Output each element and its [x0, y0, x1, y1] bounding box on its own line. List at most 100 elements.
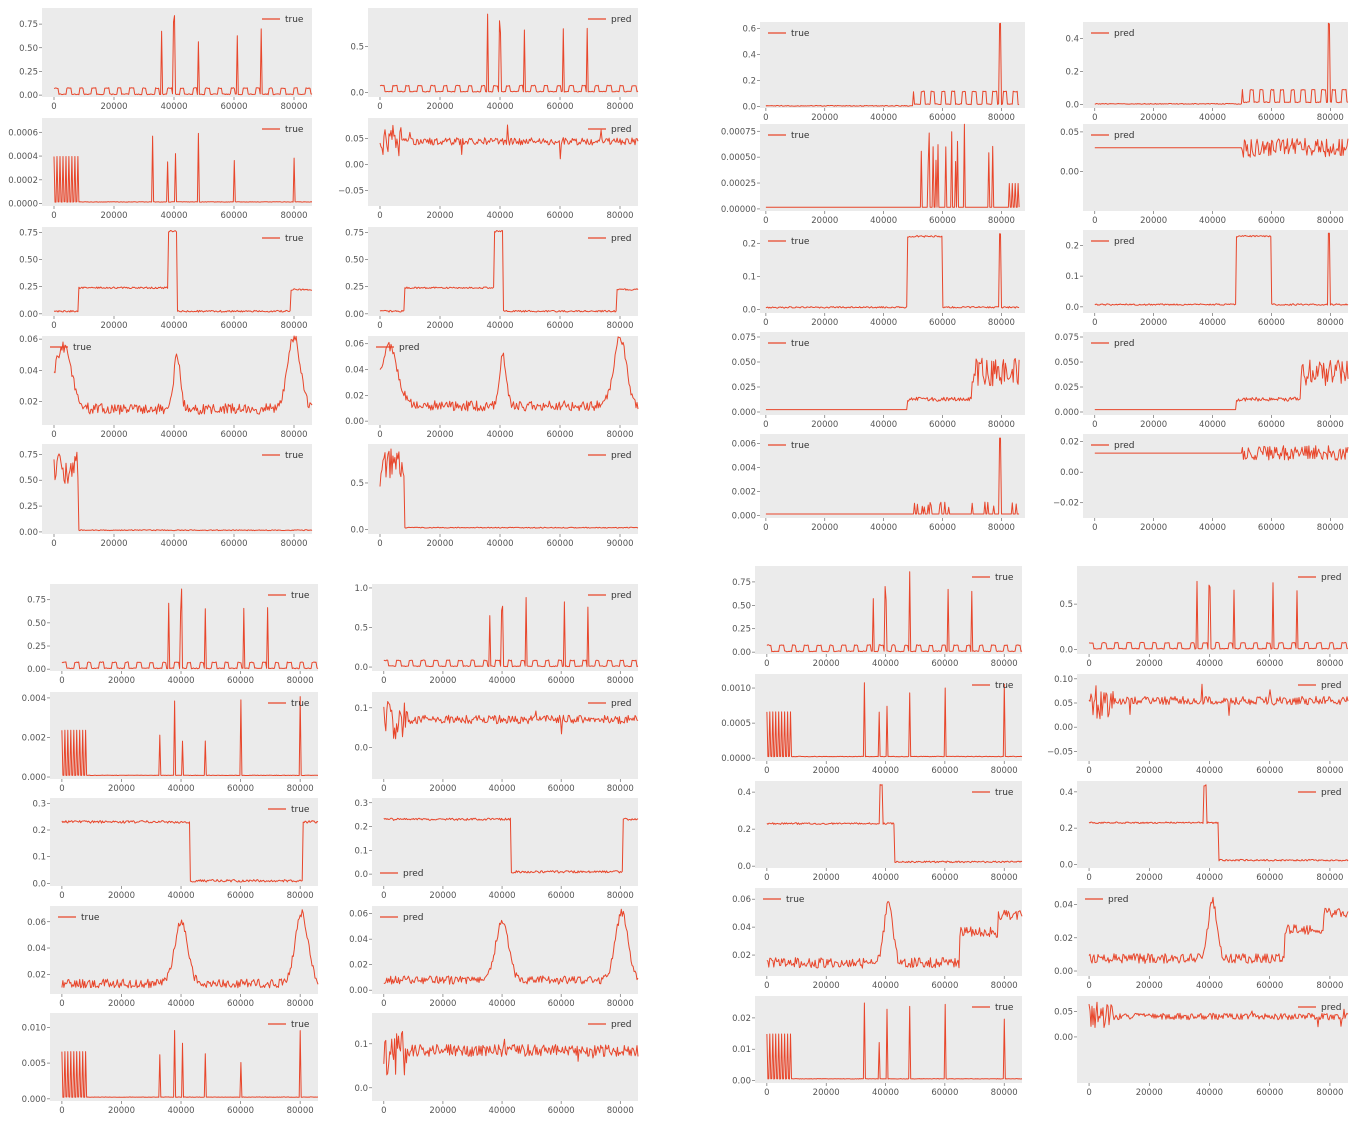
- x-tick-label: 0: [1092, 420, 1097, 430]
- y-tick-label: 0.050: [1055, 358, 1079, 368]
- y-tick-label: 0.075: [732, 333, 756, 343]
- y-tick-label: 0.2: [742, 239, 756, 249]
- y-tick-label: 0.0: [32, 879, 46, 889]
- y-tick-label: 0.00: [27, 665, 46, 675]
- series-line-true: [766, 901, 1023, 969]
- y-tick-label: 0.25: [345, 283, 364, 293]
- x-tick-label: 40000: [872, 981, 899, 991]
- x-tick-label: 60000: [931, 981, 958, 991]
- axes-background: [372, 906, 638, 994]
- y-tick-label: 0.0: [742, 103, 756, 113]
- x-tick-label: 20000: [100, 211, 127, 221]
- legend-label: true: [81, 913, 100, 923]
- x-tick-label: 60000: [548, 784, 575, 794]
- x-tick-label: 20000: [108, 891, 135, 901]
- y-tick-label: 0.25: [19, 67, 38, 77]
- x-tick-label: 80000: [287, 784, 314, 794]
- y-tick-label: 0.0: [350, 525, 364, 535]
- y-tick-label: 0.06: [27, 918, 46, 928]
- subplot-top-left-r2-true: 0.0000 0.0002 0.0004 0.0006 0 20000 40000 60000…: [8, 118, 313, 221]
- x-tick-label: 40000: [160, 539, 187, 549]
- x-tick-label: 40000: [160, 321, 187, 331]
- x-tick-label: 20000: [100, 539, 127, 549]
- y-tick-label: 0.00: [19, 310, 38, 320]
- x-tick-label: 0: [764, 981, 769, 991]
- legend-label: pred: [611, 451, 631, 461]
- series-line-true: [766, 784, 1023, 864]
- y-tick-label: 1.0: [354, 584, 368, 594]
- legend-label: pred: [1321, 681, 1341, 691]
- y-tick-label: 0.0: [1059, 645, 1073, 655]
- legend-label: true: [995, 788, 1014, 798]
- x-tick-label: 20000: [429, 784, 456, 794]
- y-tick-label: −0.02: [1053, 499, 1079, 509]
- y-tick-label: 0.2: [737, 825, 751, 835]
- x-tick-label: 40000: [1196, 659, 1223, 669]
- subplot-bottom-right-r4-pred: 0.00 0.02 0.04 0 20000 40000 60000 80000 pred: [1054, 888, 1349, 991]
- y-tick-label: 0.002: [732, 488, 756, 498]
- legend-label: true: [291, 805, 310, 815]
- series-line-true: [53, 335, 313, 415]
- x-tick-label: 0: [377, 321, 382, 331]
- series-line-pred: [1088, 580, 1349, 650]
- y-tick-label: −0.05: [1047, 747, 1073, 757]
- subplot-top-left-r5-pred: 0.0 0.5 0 20000 40000 60000 90000 pred: [350, 444, 639, 549]
- subplot-bottom-right-r1-true: 0.00 0.25 0.50 0.75 0 20000 40000 60000 80000 tru…: [732, 566, 1023, 669]
- x-tick-label: 40000: [870, 420, 897, 430]
- x-tick-label: 40000: [872, 659, 899, 669]
- y-tick-label: 0.050: [732, 358, 756, 368]
- y-tick-label: 0.04: [27, 944, 46, 954]
- x-tick-label: 40000: [167, 1106, 194, 1116]
- y-tick-label: 0.0: [354, 663, 368, 673]
- x-tick-label: 40000: [870, 216, 897, 226]
- x-tick-label: 60000: [1256, 659, 1283, 669]
- x-tick-label: 20000: [1136, 766, 1163, 776]
- x-tick-label: 80000: [606, 211, 633, 221]
- subplot-top-right-r3-true: 0.0 0.1 0.2 0 20000 40000 60000 80000 true: [742, 230, 1025, 328]
- x-tick-label: 0: [764, 873, 769, 883]
- y-tick-label: 0.00: [732, 1076, 751, 1086]
- x-tick-label: 20000: [811, 523, 838, 533]
- subplot-top-right-r2-pred: 0.00 0.05 0 20000 40000 60000 80000 pred: [1060, 124, 1349, 226]
- legend-label: pred: [1114, 441, 1134, 451]
- subplot-top-right-r5-pred: −0.02 0.00 0.02 0 20000 40000 60000 80000 pred: [1053, 434, 1349, 533]
- y-tick-label: 0.50: [27, 619, 46, 629]
- x-tick-label: 80000: [988, 318, 1015, 328]
- x-tick-label: 20000: [811, 420, 838, 430]
- axes-background: [42, 8, 312, 97]
- series-line-pred: [379, 230, 639, 313]
- legend-label: pred: [1114, 339, 1134, 349]
- x-tick-label: 80000: [1316, 981, 1343, 991]
- x-tick-label: 20000: [108, 676, 135, 686]
- y-tick-label: 0.2: [1065, 68, 1079, 78]
- y-tick-label: 0.1: [1065, 272, 1079, 282]
- x-tick-label: 80000: [606, 321, 633, 331]
- axes-background: [1083, 434, 1348, 518]
- subplot-top-right-r2-true: 0.00000 0.00025 0.00050 0.00075 0 20000 40000 6…: [721, 123, 1025, 226]
- x-tick-label: 20000: [813, 981, 840, 991]
- x-tick-label: 40000: [1199, 318, 1226, 328]
- axes-background: [50, 906, 318, 994]
- legend-label: pred: [403, 913, 423, 923]
- axes-background: [755, 674, 1022, 761]
- x-tick-label: 80000: [287, 999, 314, 1009]
- x-tick-label: 60000: [1256, 766, 1283, 776]
- x-tick-label: 40000: [872, 1088, 899, 1098]
- x-tick-label: 40000: [870, 523, 897, 533]
- series-line-true: [61, 1030, 319, 1098]
- series-line-true: [766, 571, 1023, 653]
- y-tick-label: 0.02: [27, 970, 46, 980]
- y-tick-label: 0.002: [22, 733, 46, 743]
- x-tick-label: 20000: [100, 430, 127, 440]
- legend-label: true: [995, 681, 1014, 691]
- subplot-top-left-r5-true: 0.00 0.25 0.50 0.75 0 20000 40000 60000 80000 tru…: [19, 444, 313, 549]
- x-tick-label: 60000: [227, 676, 254, 686]
- x-tick-label: 20000: [1140, 216, 1167, 226]
- y-tick-label: 0.006: [732, 440, 756, 450]
- y-tick-label: 0.000: [22, 1095, 46, 1105]
- x-tick-label: 0: [381, 1106, 386, 1116]
- legend-label: true: [791, 339, 810, 349]
- x-tick-label: 20000: [426, 539, 453, 549]
- subplot-top-left-r3-pred: 0.00 0.25 0.50 0.75 0 20000 40000 60000 80000 pre…: [345, 227, 639, 331]
- series-line-true: [53, 451, 313, 532]
